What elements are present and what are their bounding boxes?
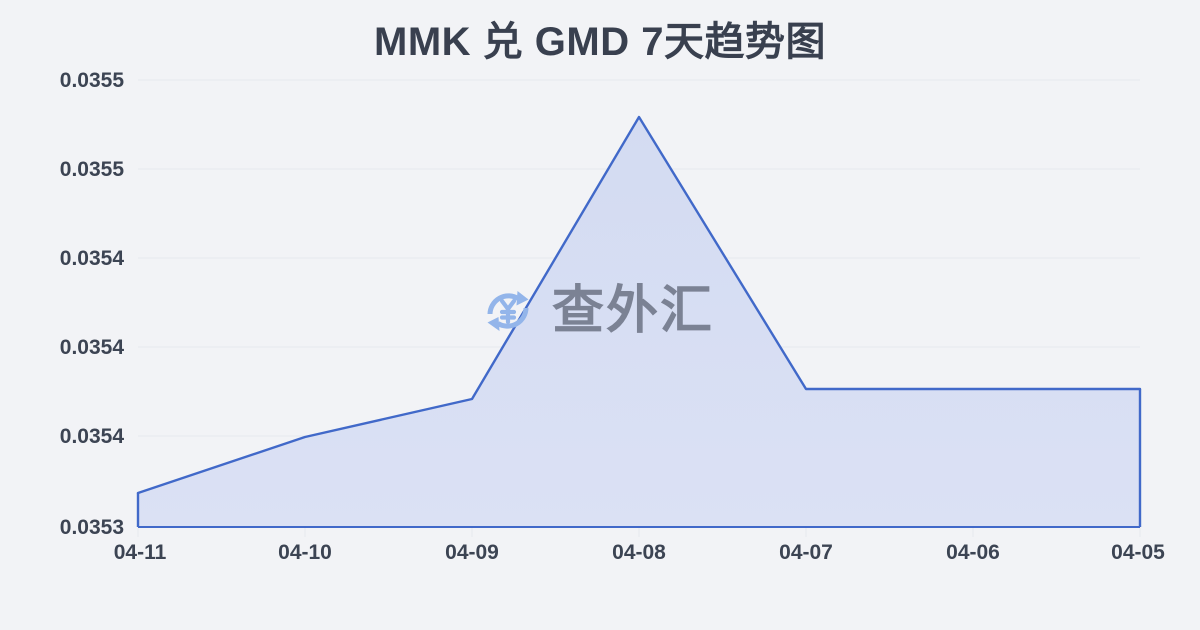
- x-grid-lines: [137, 527, 1141, 537]
- y-tick-label: 0.0355: [59, 158, 124, 181]
- page-title: MMK 兑 GMD 7天趋势图: [374, 20, 826, 64]
- y-tick-label: 0.0353: [59, 516, 124, 539]
- x-tick-label: 04-06: [946, 541, 1000, 564]
- y-tick-label: 0.0354: [59, 247, 124, 270]
- x-tick-label: 04-11: [113, 541, 167, 564]
- x-tick-label: 04-10: [278, 541, 332, 564]
- x-tick-label: 04-09: [445, 541, 499, 564]
- series-line: [136, 115, 1142, 495]
- series-area-fill: [138, 117, 1140, 527]
- y-tick-label: 0.0354: [59, 425, 124, 448]
- y-axis: 0.0355 0.0355 0.0354 0.0354 0.0354 0.035…: [14, 0, 124, 630]
- x-tick-label: 04-05: [1111, 541, 1165, 564]
- y-tick-label: 0.0355: [59, 69, 124, 92]
- x-tick-label: 04-07: [779, 541, 833, 564]
- y-tick-label: 0.0354: [59, 336, 124, 359]
- x-tick-label: 04-08: [612, 541, 666, 564]
